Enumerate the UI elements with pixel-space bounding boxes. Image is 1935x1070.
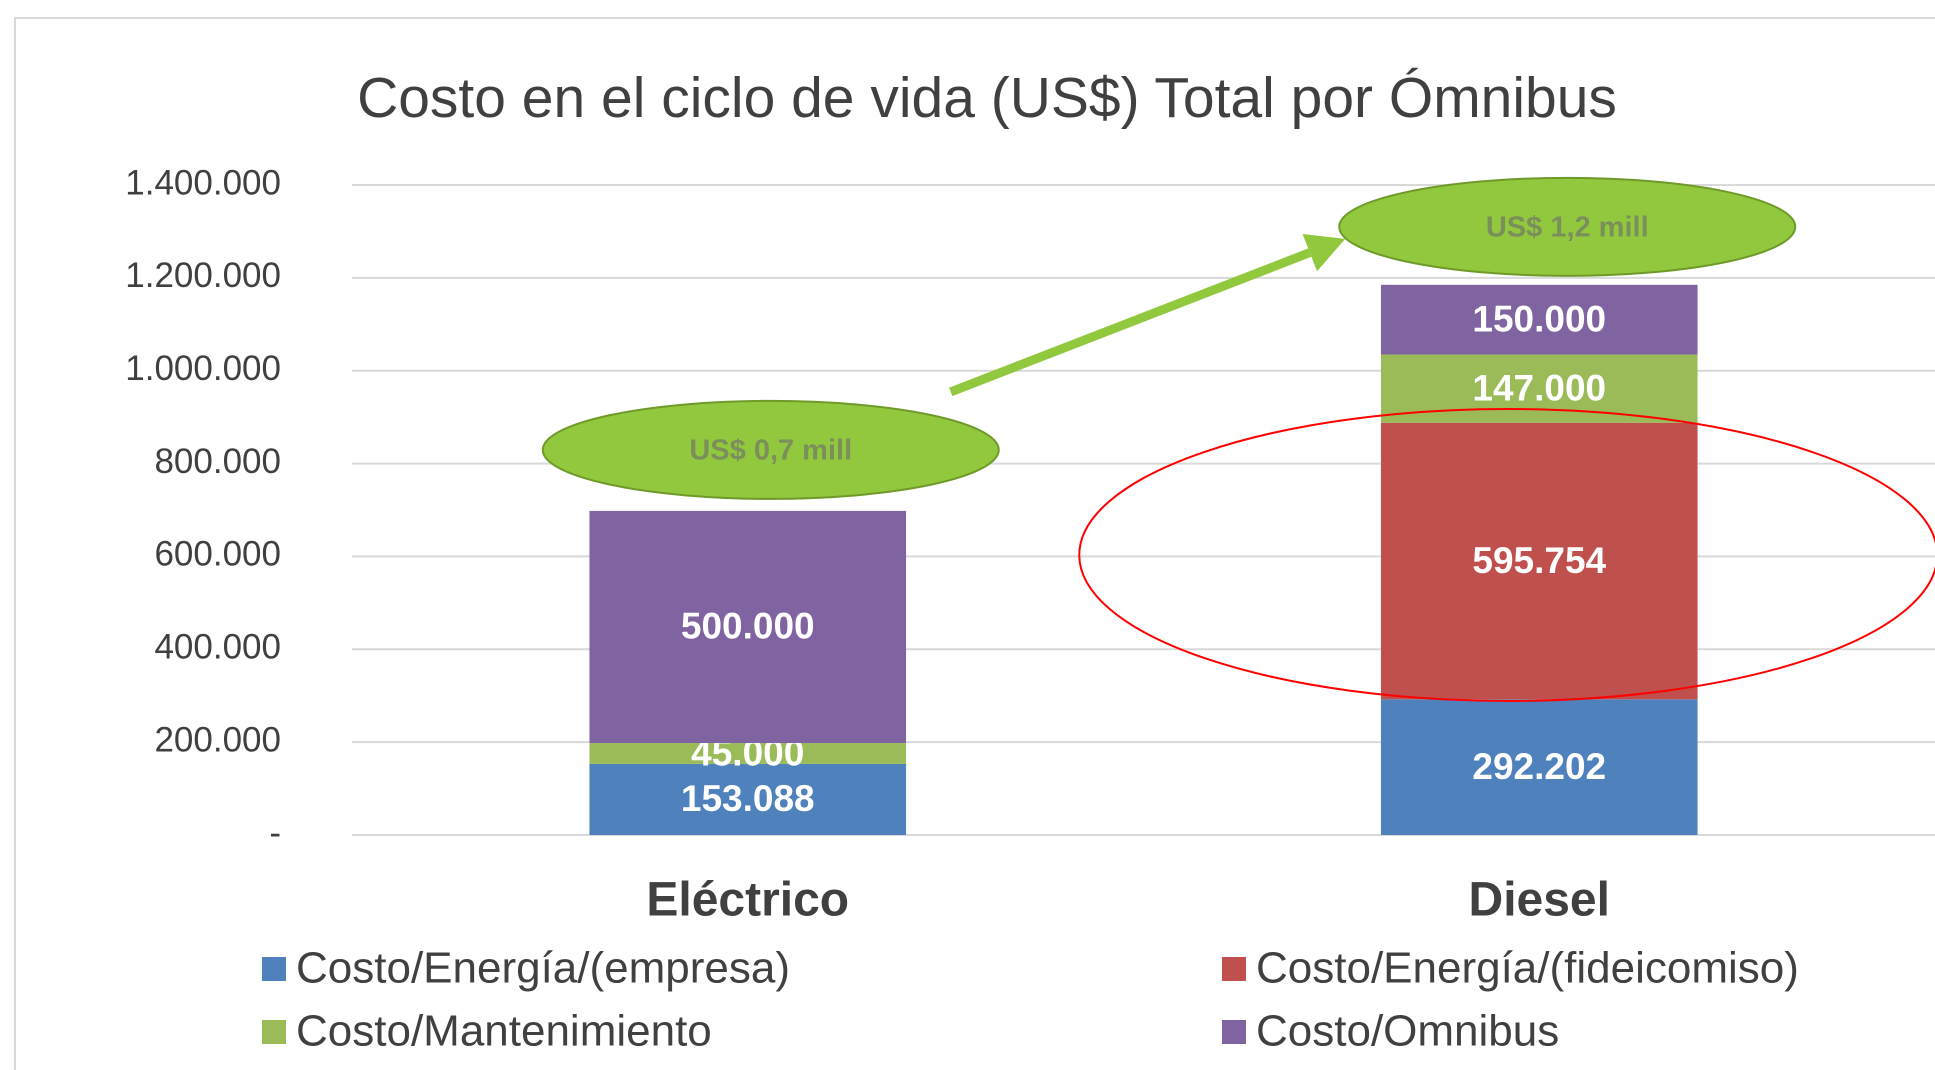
bar-segment [1380,284,1698,355]
y-tick-label: 1.200.000 [125,256,281,295]
chart-title: Costo en el ciclo de vida (US$) Total po… [357,66,1617,130]
data-label: 153.088 [681,778,815,819]
legend-label: Costo/Energía/(fideicomiso) [1256,944,1799,993]
y-tick-label: 1.400.000 [125,163,281,202]
bar-segment [589,510,907,744]
y-tick-label: 600.000 [154,535,281,574]
highlight-ellipse [1078,408,1935,702]
data-label: 500.000 [681,606,815,647]
data-label: 595.754 [1472,540,1606,581]
annotation: US$ 0,7 mill [689,435,852,467]
y-tick-label: 1.000.000 [125,349,281,388]
bar-segment [589,743,907,764]
data-label: 150.000 [1472,298,1606,339]
annotation: US$ 1,2 mill [1486,211,1649,243]
y-tick-label: - [269,813,281,852]
legend-swatch [262,957,286,981]
callout-ellipse [1338,176,1797,277]
data-label: 292.202 [1472,746,1606,787]
bar-segment [1380,422,1698,700]
x-tick-label: Diesel [1469,874,1610,927]
legend-label: Costo/Mantenimiento [296,1007,712,1056]
legend-swatch [1222,1020,1246,1044]
bar-segment [1380,699,1698,835]
bar-segment [589,763,907,835]
x-tick-label: Eléctrico [646,874,849,927]
legend-swatch [262,1020,286,1044]
legend-label: Costo/Energía/(empresa) [296,944,790,993]
y-tick-label: 800.000 [154,442,281,481]
y-tick-label: 400.000 [154,628,281,667]
legend-swatch [1222,957,1246,981]
arrow-head [1302,233,1346,272]
callout-ellipse [541,399,1000,500]
y-tick-label: 200.000 [154,720,281,759]
legend-label: Costo/Omnibus [1256,1007,1559,1056]
data-label: 147.000 [1472,367,1606,408]
arrow-shaft [949,248,1312,397]
